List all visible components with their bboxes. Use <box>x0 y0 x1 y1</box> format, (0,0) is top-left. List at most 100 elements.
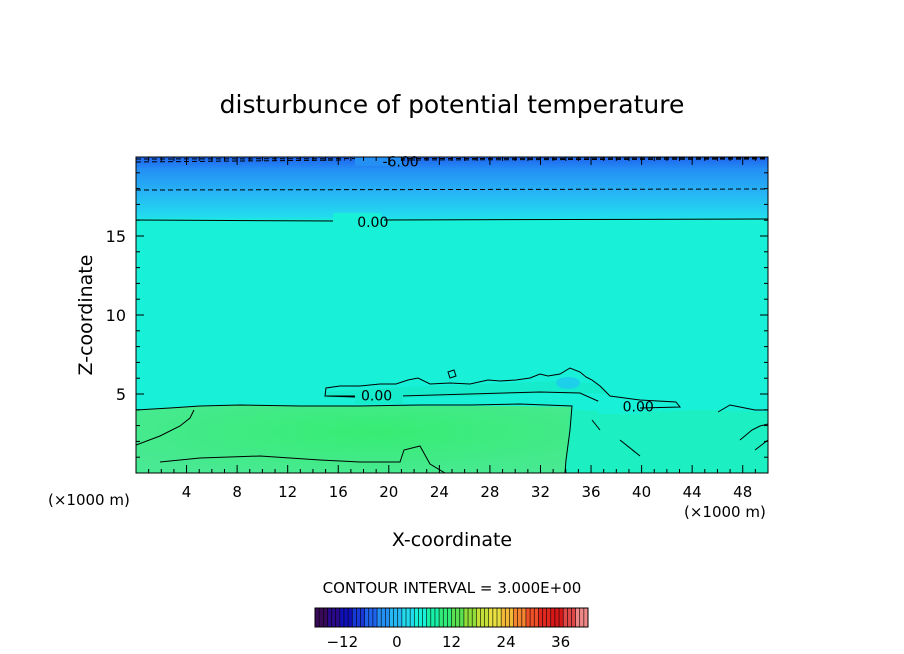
y-axis: 5 10 15 <box>106 172 768 458</box>
colorbar-swatch <box>348 608 353 627</box>
colorbar-swatch <box>525 608 531 627</box>
colorbar-swatch <box>335 608 341 627</box>
y-tick-label: 15 <box>106 227 126 246</box>
contour-dashed-lower <box>136 188 768 191</box>
colorbar-swatch <box>534 608 539 627</box>
colorbar-swatch <box>315 608 320 627</box>
colorbar-swatch <box>385 608 390 627</box>
colorbar-swatch <box>410 608 415 627</box>
colorbar-swatch <box>360 608 366 627</box>
colorbar-swatch <box>575 608 581 627</box>
colorbar-swatch <box>538 608 543 627</box>
colorbar-swatch <box>352 608 357 627</box>
colorbar-swatch <box>497 608 502 627</box>
colorbar-swatch <box>468 608 473 627</box>
colorbar-swatch <box>389 608 394 627</box>
colorbar-swatch <box>563 608 568 627</box>
colorbar-swatch <box>393 608 399 627</box>
colorbar-swatch <box>513 608 519 627</box>
colorbar-swatch <box>517 608 523 627</box>
x-tick-label: 12 <box>278 483 297 501</box>
x-tick-label: 28 <box>480 483 499 501</box>
colorbar-swatch <box>426 608 432 627</box>
label-mask <box>598 401 640 414</box>
x-tick-label: 8 <box>232 483 242 501</box>
colorbar-swatch <box>463 608 469 627</box>
colorbar-tick-label: 12 <box>442 633 461 651</box>
lower-right-region <box>565 410 768 473</box>
contour-label: 0.00 <box>623 400 654 416</box>
colorbar-swatch <box>418 608 423 627</box>
colorbar-swatch <box>319 608 324 627</box>
contour-zero-mid <box>324 367 682 409</box>
colorbar-swatch <box>447 608 452 627</box>
colorbar-swatch <box>356 608 361 627</box>
colorbar-swatch <box>377 608 382 627</box>
colorbar-swatch <box>509 608 514 627</box>
colorbar-swatch <box>364 608 370 627</box>
colorbar-swatch <box>554 608 560 627</box>
colorbar-tick-label: −12 <box>326 633 358 651</box>
colorbar-swatch <box>476 608 481 627</box>
x-tick-label: 4 <box>182 483 192 501</box>
x-tick-label: 20 <box>379 483 398 501</box>
colorbar-swatch <box>559 608 564 627</box>
colorbar-swatch <box>579 608 585 627</box>
y-tick-label: 10 <box>106 306 126 325</box>
mid-cold-spot <box>556 377 580 389</box>
label-mask <box>355 157 403 166</box>
colorbar-tick-label: 36 <box>551 633 570 651</box>
x-unit-left: (×1000 m) <box>48 491 130 509</box>
contour-lower-inner <box>136 409 195 446</box>
contour-right-lower <box>591 419 641 457</box>
colorbar <box>314 607 589 628</box>
colorbar-swatch <box>339 608 345 627</box>
colorbar-swatch <box>451 608 457 627</box>
colorbar-swatch <box>567 608 572 627</box>
contour-labels: -6.00 0.00 0.00 0.00 <box>357 155 654 416</box>
colorbar-tick-label: 0 <box>392 633 402 651</box>
contour-interval-text: CONTOUR INTERVAL = 3.000E+00 <box>323 579 582 597</box>
x-unit-right: (×1000 m) <box>684 503 766 521</box>
lower-warm-region <box>136 405 572 473</box>
label-mask <box>333 213 381 228</box>
colorbar-swatch <box>501 608 506 627</box>
x-tick-label: 48 <box>733 483 752 501</box>
colorbar-swatch <box>372 608 378 627</box>
y-axis-label: Z-coordinate <box>75 255 97 376</box>
colorbar-frame <box>314 607 589 628</box>
colorbar-swatch <box>434 608 440 627</box>
colorbar-swatch <box>331 608 337 627</box>
colorbar-swatch <box>521 608 527 627</box>
contour-lower <box>136 403 573 473</box>
colorbar-swatch <box>323 608 328 627</box>
colorbar-swatch <box>406 608 411 627</box>
colorbar-swatch <box>343 608 349 627</box>
x-tick-label: 24 <box>430 483 449 501</box>
colorbar-swatch <box>492 608 498 627</box>
label-mask <box>355 390 403 404</box>
x-tick-label: 16 <box>329 483 348 501</box>
colorbar-swatch <box>430 608 436 627</box>
colorbar-swatch <box>381 608 386 627</box>
chart-title: disturbunce of potential temperature <box>220 90 685 119</box>
colorbar-swatch <box>546 608 552 627</box>
colorbar-swatch <box>327 608 332 627</box>
colorbar-swatch <box>439 608 444 627</box>
x-tick-label: 40 <box>632 483 651 501</box>
contour-label: 0.00 <box>361 389 392 405</box>
colorbar-swatch <box>550 608 556 627</box>
colorbar-swatch <box>484 608 490 627</box>
colorbar-swatch <box>397 608 403 627</box>
colorbar-swatch <box>459 608 465 627</box>
colorbar-swatch <box>583 608 589 627</box>
colorbar-swatch <box>422 608 428 627</box>
plot-field <box>136 157 768 473</box>
x-tick-label: 32 <box>531 483 550 501</box>
colorbar-swatch <box>443 608 448 627</box>
colorbar-swatch <box>480 608 485 627</box>
contour-label: -6.00 <box>382 155 418 171</box>
contour-zero-upper <box>136 218 768 222</box>
x-axis: 4 8 12 16 20 24 28 32 36 40 44 48 <box>148 157 756 501</box>
contour-label: 0.00 <box>357 215 388 231</box>
